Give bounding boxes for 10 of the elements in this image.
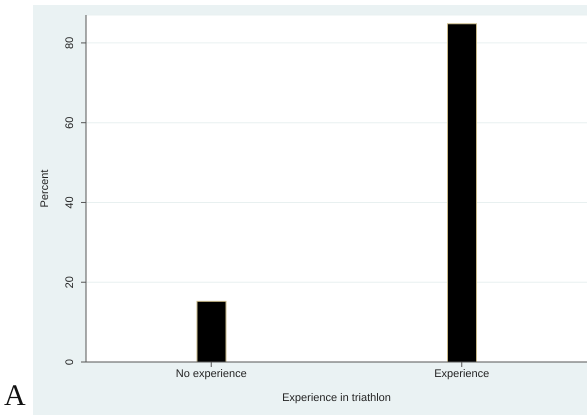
x-tick-label: No experience <box>176 368 247 380</box>
y-tick-label: 0 <box>64 358 76 366</box>
y-tick-label: 40 <box>64 196 76 209</box>
text: A <box>4 379 26 412</box>
x-tick-label: Experience <box>434 368 490 380</box>
y-tick-label: 60 <box>64 116 76 129</box>
y-tick-label: 80 <box>64 36 76 50</box>
y-axis-title: Percent <box>38 170 51 208</box>
y-tick-label: 20 <box>64 276 76 288</box>
x-axis-title: Experience in triathlon <box>282 392 391 404</box>
